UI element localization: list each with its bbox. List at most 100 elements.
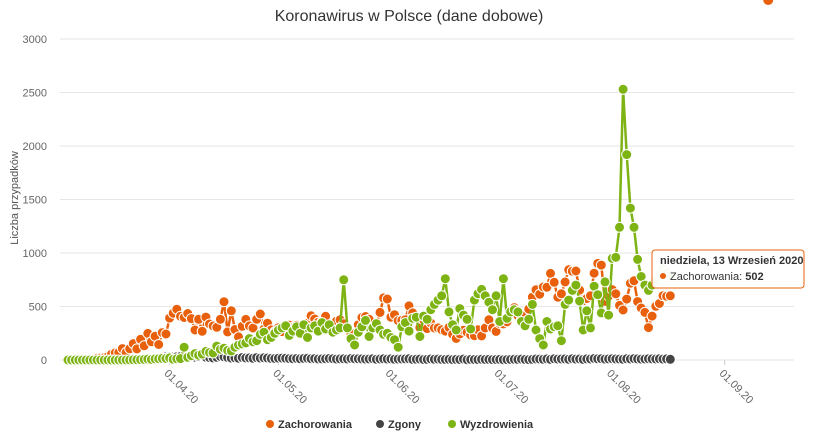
data-point [338, 274, 350, 286]
legend-label: Zachorowania [278, 419, 353, 431]
data-point [512, 306, 524, 318]
data-point [574, 295, 586, 307]
data-point [254, 308, 266, 320]
data-point [487, 304, 498, 316]
tooltip-series-marker [660, 273, 666, 279]
data-point [581, 305, 593, 317]
series-layer [62, 0, 776, 366]
data-point [178, 341, 190, 353]
tooltip-separator: : [739, 271, 745, 283]
data-point [570, 265, 582, 277]
data-point [465, 323, 477, 335]
y-tick-label: 2500 [23, 88, 47, 100]
data-point [617, 83, 629, 95]
hovered-point [761, 0, 776, 7]
x-tick-label: 01.05.20 [270, 368, 309, 407]
tooltip-value: 502 [745, 271, 763, 283]
data-point [374, 306, 386, 318]
data-point [421, 313, 433, 325]
x-tick-label: 01.09.20 [717, 368, 756, 407]
y-axis-label: Liczba przypadków [9, 151, 21, 245]
tooltip-box [651, 249, 805, 289]
data-point [381, 293, 393, 305]
data-point [153, 339, 165, 350]
x-tick-label: 01.06.20 [383, 368, 422, 407]
data-point [632, 253, 644, 265]
data-point [610, 251, 622, 263]
data-point [497, 273, 509, 285]
data-point [443, 306, 455, 318]
legend-marker [266, 420, 274, 428]
data-point [537, 339, 549, 351]
data-point [599, 276, 611, 288]
y-tick-label: 500 [29, 302, 47, 314]
data-point [595, 259, 607, 271]
data-point [436, 290, 448, 302]
y-axis-ticks: 0 500 1000 1500 2000 2500 3000 [23, 34, 47, 367]
data-point [664, 290, 676, 302]
legend: Zachorowania Zgony Wyzdrowienia [266, 419, 534, 431]
data-point [621, 293, 633, 305]
data-point [160, 328, 172, 340]
data-point [349, 339, 361, 351]
data-point [341, 322, 353, 334]
series-wyzdrowienia [62, 83, 676, 366]
data-point [360, 314, 371, 326]
tooltip-series-name: Zachorowania [670, 271, 740, 283]
y-tick-label: 1000 [23, 248, 47, 260]
data-point [617, 304, 629, 316]
x-tick-label: 01.04.20 [161, 368, 200, 407]
y-tick-label: 3000 [23, 34, 47, 46]
data-point [555, 335, 567, 347]
chart-title: Koronawirus w Polsce (dane dobowe) [275, 8, 544, 25]
data-point [621, 149, 633, 161]
data-point [403, 325, 415, 337]
data-point [218, 296, 230, 308]
x-tick-label: 01.08.20 [604, 368, 643, 407]
data-point [392, 341, 404, 353]
series-zgony [62, 350, 676, 366]
data-point [555, 288, 567, 300]
data-point [214, 313, 226, 325]
legend-marker [448, 420, 456, 428]
x-tick-label: 01.07.20 [492, 368, 531, 407]
data-point [646, 310, 658, 322]
data-point [548, 276, 560, 288]
data-point [439, 273, 451, 285]
data-point [610, 288, 622, 300]
data-point [585, 322, 596, 334]
data-point [523, 313, 535, 325]
gridlines [60, 38, 794, 361]
data-point [570, 279, 582, 291]
data-point [588, 267, 600, 279]
tooltip-series-row: Zachorowania: 502 [670, 271, 764, 283]
data-point [628, 221, 640, 233]
tooltip-date: niedziela, 13 Wrzesień 2020 [660, 255, 803, 267]
data-point [196, 325, 208, 337]
y-tick-label: 0 [41, 355, 47, 367]
data-point [624, 202, 636, 214]
legend-item: Wyzdrowienia [448, 419, 534, 431]
data-point [461, 313, 473, 325]
data-point [490, 290, 502, 302]
x-axis-ticks: 01.04.20 01.05.20 01.06.20 01.07.20 01.08.20… [161, 360, 755, 406]
data-point [563, 294, 575, 306]
legend-item: Zgony [376, 419, 422, 431]
legend-item: Zachorowania [266, 419, 353, 431]
y-tick-label: 1500 [23, 195, 47, 207]
y-tick-label: 2000 [23, 141, 47, 153]
legend-marker [376, 420, 384, 428]
data-point [664, 353, 676, 365]
data-point [643, 322, 654, 334]
data-point [592, 289, 604, 301]
data-point [559, 276, 571, 288]
data-point [450, 324, 462, 336]
legend-label: Wyzdrowienia [460, 419, 534, 431]
data-point [526, 298, 538, 310]
data-point [614, 221, 625, 233]
data-point [414, 331, 426, 342]
data-point [552, 320, 564, 332]
legend-label: Zgony [388, 419, 422, 431]
